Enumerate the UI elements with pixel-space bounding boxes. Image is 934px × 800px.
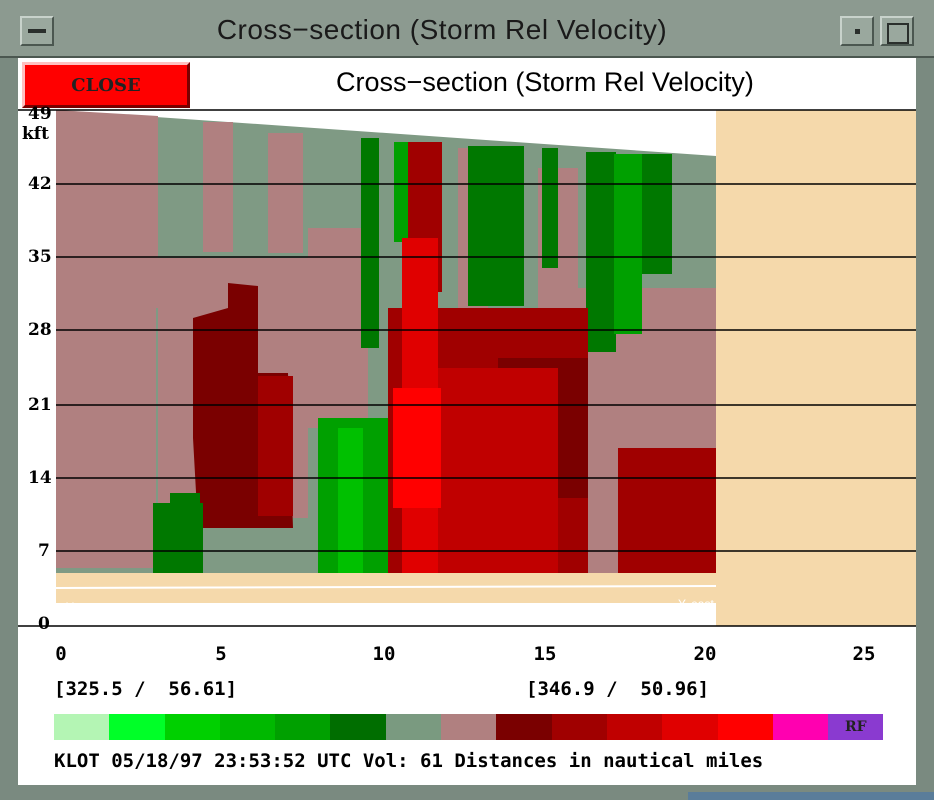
colorbar-swatch — [662, 714, 718, 740]
y-tick-label: 14 — [28, 468, 52, 488]
colorbar-swatch — [164, 714, 220, 740]
colorbar-swatch — [385, 714, 442, 740]
minimize-icon — [855, 29, 860, 34]
maximize-button[interactable] — [880, 16, 914, 46]
status-line: KLOT 05/18/97 23:53:52 UTC Vol: 61 Dista… — [54, 750, 764, 772]
colorbar-swatch — [496, 714, 552, 740]
x-tick-label: 10 — [372, 643, 396, 665]
y-tick-label: 7 — [38, 541, 50, 561]
cross-section-plot: Y, west Y, east — [18, 108, 916, 628]
colorbar-swatch — [219, 714, 276, 740]
window-titlebar[interactable]: Cross−section (Storm Rel Velocity) — [0, 0, 934, 58]
right-endpoint-coord: [346.9 / 50.96] — [526, 678, 710, 700]
colorbar-swatch — [551, 714, 607, 740]
colorbar-swatch — [441, 714, 497, 740]
x-tick-label: 0 — [55, 643, 67, 665]
x-tick-label: 20 — [693, 643, 717, 665]
colorbar-swatch — [606, 714, 663, 740]
maximize-icon — [887, 23, 909, 44]
window-title: Cross−section (Storm Rel Velocity) — [216, 14, 668, 45]
x-tick-label: 5 — [215, 643, 227, 665]
minimize-button[interactable] — [840, 16, 874, 46]
close-button[interactable]: CLOSE — [22, 62, 190, 108]
x-tick-label: 25 — [852, 643, 876, 665]
left-endpoint-coord: [325.5 / 56.61] — [54, 678, 238, 700]
y-tick-label: 0 — [38, 614, 50, 634]
y-tick-label: 49 — [28, 104, 52, 124]
colorbar-swatch — [330, 714, 386, 740]
y-unit-label: kft — [22, 124, 49, 144]
endpoint-right-label: Y, east — [678, 597, 714, 611]
x-tick-label: 15 — [533, 643, 557, 665]
taskbar-edge — [688, 792, 934, 800]
page-title: Cross−section (Storm Rel Velocity) — [336, 67, 754, 97]
colorbar-swatch — [275, 714, 331, 740]
endpoint-left-label: Y, west — [66, 600, 104, 614]
y-tick-label: 35 — [28, 247, 52, 267]
colorbar-swatch — [109, 714, 165, 740]
y-tick-label: 21 — [28, 395, 52, 415]
window-menu-button[interactable] — [20, 16, 54, 46]
y-tick-label: 42 — [28, 174, 52, 194]
colorbar-swatch — [54, 714, 110, 740]
colorbar-swatch — [717, 714, 773, 740]
colorbar-swatch — [772, 714, 829, 740]
menu-icon — [28, 29, 46, 33]
colorbar-rf-swatch: RF — [828, 714, 884, 740]
velocity-colorbar: RF — [54, 714, 884, 740]
y-tick-label: 28 — [28, 320, 52, 340]
